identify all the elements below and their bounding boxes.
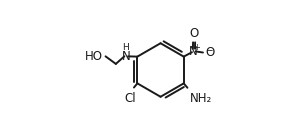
Text: Cl: Cl	[125, 92, 136, 105]
Text: NH₂: NH₂	[190, 92, 212, 105]
Text: −: −	[205, 45, 212, 54]
Text: O: O	[189, 27, 198, 40]
Text: H: H	[122, 43, 129, 52]
Text: O: O	[206, 46, 215, 59]
Text: HO: HO	[84, 50, 103, 63]
Text: +: +	[193, 43, 200, 52]
Text: N: N	[189, 45, 198, 58]
Text: N: N	[122, 50, 130, 63]
